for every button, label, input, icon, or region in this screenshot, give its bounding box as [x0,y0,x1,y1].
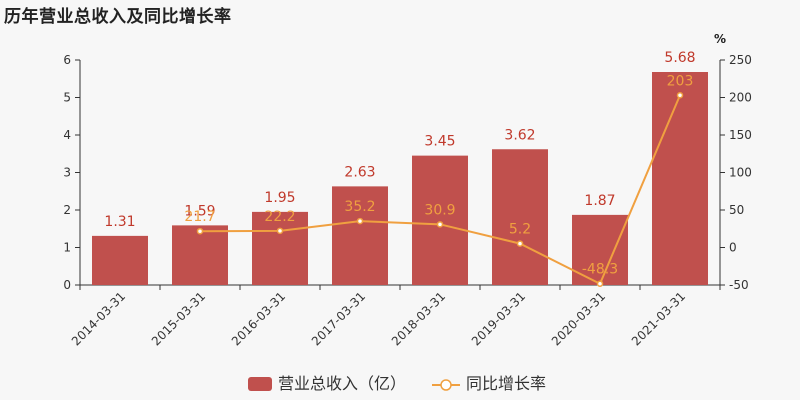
bar [332,186,388,285]
y-left-tick-label: 3 [63,166,71,180]
legend-bar-label: 营业总收入（亿） [278,374,406,393]
x-tick-label: 2020-03-31 [549,289,608,348]
y-left-tick-label: 0 [63,278,71,292]
legend-line-label: 同比增长率 [466,374,546,393]
growth-value-label: 203 [667,73,694,89]
growth-point [676,92,684,99]
y-right-tick-label: 50 [729,203,744,217]
bar [172,225,228,285]
chart-title: 历年营业总收入及同比增长率 [4,7,232,27]
bar-value-label: 1.87 [584,193,615,209]
legend-bar-swatch [248,377,272,391]
bar [92,235,148,285]
growth-point [516,240,524,247]
axes: 0 1 2 3 4 5 6 -50 0 50 100 150 200 250% 2014-03-31 2015… [63,32,752,348]
bars [92,72,708,285]
y-left-tick-label: 6 [63,53,71,67]
x-tick-label: 2021-03-31 [629,289,688,348]
growth-value-label: 35.2 [344,199,375,215]
legend: 营业总收入（亿） 同比增长率 [248,374,546,393]
y-left-tick-label: 1 [63,241,71,255]
x-tick-label: 2016-03-31 [229,289,288,348]
bar [492,149,548,285]
y-right-tick-label: 100 [729,166,752,180]
x-tick-label: 2017-03-31 [309,289,368,348]
bar-value-label: 1.95 [264,190,295,206]
growth-line [196,92,684,287]
legend-line-marker [440,379,452,391]
y-right-tick-label: -50 [729,278,749,292]
bar [252,211,308,285]
data-labels: 1.31 1.59 1.95 2.63 3.45 3.62 1.87 5.68 21.7 22.2… [104,50,695,278]
bar-value-label: 1.59 [184,203,215,219]
bar-value-label: 3.45 [424,134,455,150]
y-right-unit: % [714,32,726,46]
bar-value-label: 3.62 [504,127,535,143]
bar [412,155,468,285]
bar [652,72,708,285]
growth-point [196,227,204,235]
growth-value-label: -48.3 [582,262,618,278]
y-right-tick-label: 0 [729,241,737,255]
growth-point [596,280,604,287]
x-tick-label: 2018-03-31 [389,289,448,348]
x-tick-label: 2019-03-31 [469,289,528,348]
growth-point [276,227,284,235]
growth-point [356,217,364,225]
bar-value-label: 5.68 [664,50,695,66]
y-right-tick-label: 150 [729,128,752,142]
y-left-tick-label: 2 [63,203,71,217]
growth-value-label: 5.2 [509,222,531,238]
y-right-tick-label: 250 [729,53,752,67]
y-left-tick-label: 5 [63,91,71,105]
growth-point [436,221,444,228]
bar-value-label: 1.31 [104,214,135,230]
x-tick-label: 2014-03-31 [69,289,128,348]
y-left-tick-label: 4 [63,128,71,142]
growth-value-label: 21.7 [184,209,215,225]
x-tick-label: 2015-03-31 [149,289,208,348]
y-right-tick-label: 200 [729,91,752,105]
growth-value-label: 30.9 [424,202,455,218]
bar-value-label: 2.63 [344,164,375,180]
growth-value-label: 22.2 [264,209,295,225]
